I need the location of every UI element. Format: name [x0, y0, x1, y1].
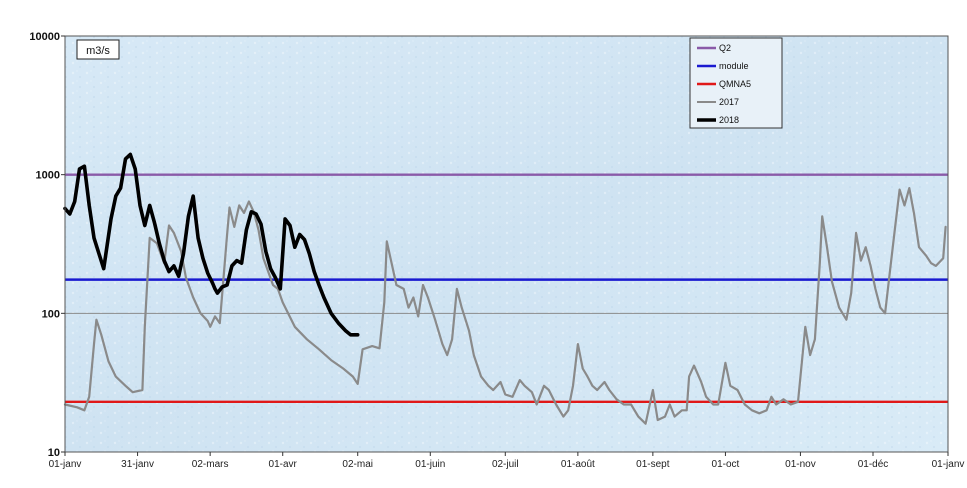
plot-frame: [64, 35, 949, 453]
y-tick-label: 10000: [29, 31, 60, 43]
x-tick-label: 01-janv: [49, 459, 82, 470]
x-tick-label: 01-déc: [858, 459, 889, 470]
unit-label: m3/s: [86, 45, 110, 57]
legend: Q2 module QMNA5 2017 2018: [689, 37, 783, 129]
x-tick-label: 01-avr: [269, 459, 298, 470]
x-tick-label: 02-mai: [342, 459, 373, 470]
series-line-2018: [63, 152, 360, 337]
legend-entry: QMNA5: [719, 79, 751, 89]
x-tick-label: 01-janv: [932, 459, 965, 470]
x-tick-label: 01-oct: [712, 459, 740, 470]
y-tick-label: 100: [42, 308, 60, 320]
legend-entry: Q2: [719, 43, 731, 53]
series-line-2017: [63, 187, 947, 425]
unit-box-frame: [76, 39, 120, 60]
legend-entry: module: [719, 61, 749, 71]
legend-entry: 2017: [719, 97, 739, 107]
y-tick-label: 1000: [36, 170, 60, 182]
legend-entry: 2018: [719, 115, 739, 125]
series-layer: [63, 152, 947, 425]
y-axis: 10 100 1000 10000: [29, 31, 65, 459]
x-tick-label: 01-nov: [785, 459, 816, 470]
x-tick-label: 01-sept: [636, 459, 670, 470]
y-tick-label: 10: [48, 447, 60, 459]
x-tick-label: 02-juil: [492, 459, 519, 470]
plot-texture: [65, 36, 948, 452]
x-tick-label: 01-juin: [415, 459, 445, 470]
unit-box: m3/s: [76, 39, 120, 60]
x-tick-label: 31-janv: [121, 459, 154, 470]
x-tick-label: 01-août: [561, 459, 595, 470]
x-tick-label: 02-mars: [192, 459, 229, 470]
x-axis: 01-janv 31-janv 02-mars 01-avr 02-mai 01-juin…: [49, 452, 965, 470]
